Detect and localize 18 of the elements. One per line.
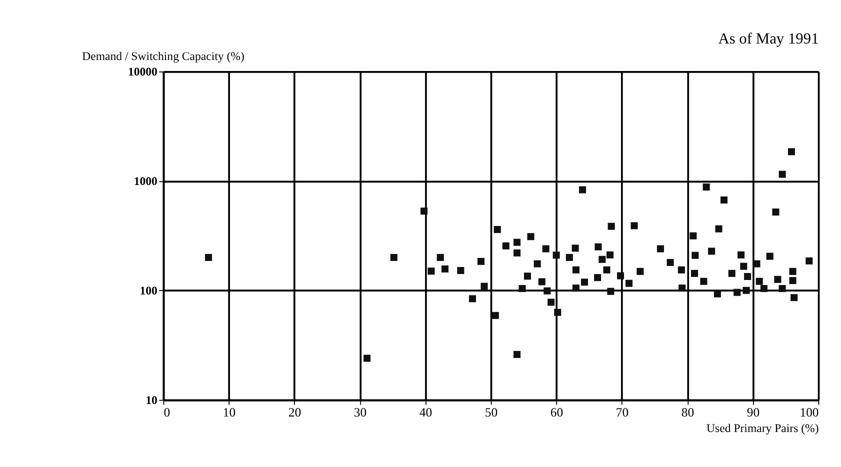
x-axis-title: Used Primary Pairs (%) [706, 421, 819, 436]
x-tick-label: 0 [164, 406, 170, 420]
x-tick-label: 40 [419, 406, 432, 420]
chart-title: As of May 1991 [718, 30, 819, 48]
x-tick-label: 30 [354, 406, 367, 420]
x-tick-label: 70 [616, 406, 629, 420]
x-tick-label: 50 [484, 406, 498, 420]
y-tick-label: 10000 [128, 64, 158, 79]
y-tick-label: 100 [140, 283, 158, 298]
y-tick-label: 1000 [134, 174, 158, 188]
x-tick-label: 100 [800, 406, 819, 420]
x-tick-label: 60 [550, 406, 564, 420]
x-tick-label: 80 [681, 406, 694, 420]
x-tick-label: 10 [222, 406, 236, 420]
x-tick-label: 20 [288, 406, 302, 420]
y-axis-title: Demand / Switching Capacity (%) [82, 49, 244, 64]
x-tick-label: 90 [746, 406, 760, 420]
y-tick-label: 10 [146, 392, 158, 407]
